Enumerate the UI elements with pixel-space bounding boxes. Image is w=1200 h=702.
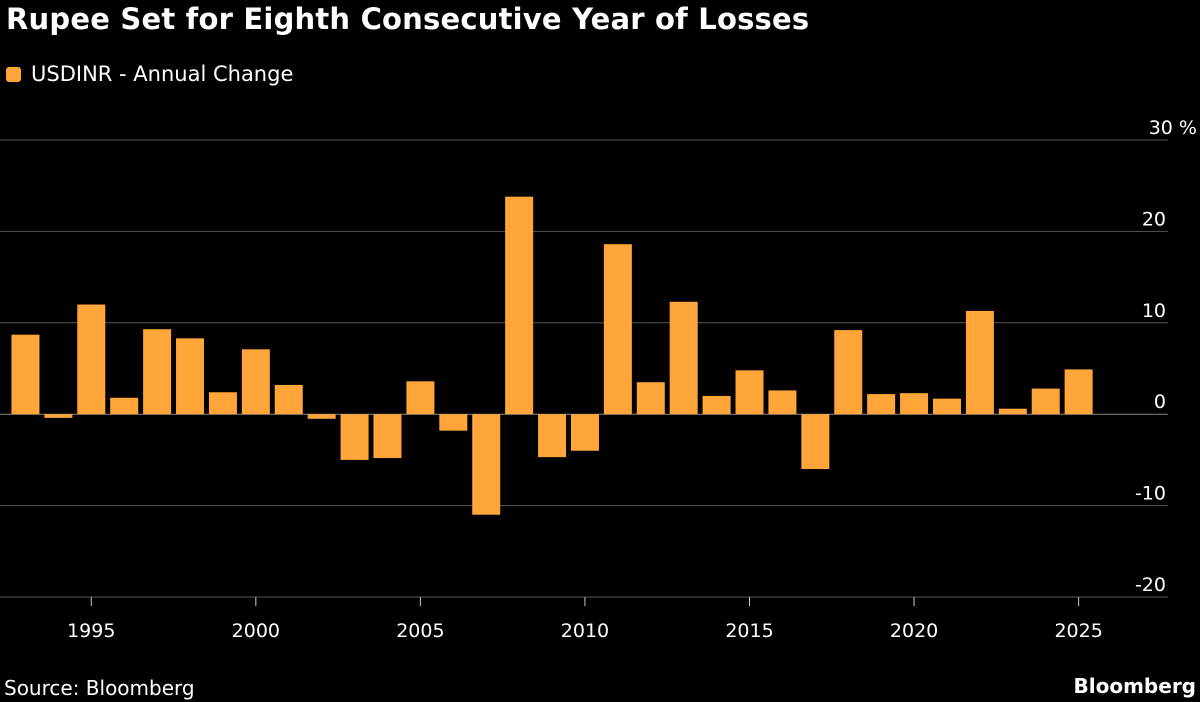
y-tick-label: 20: [1142, 208, 1166, 230]
bar-2003: [340, 414, 369, 460]
bar-2020: [900, 393, 929, 415]
bar-2017: [801, 414, 830, 470]
x-axis: 1995 2000 2005 2010 2015 2020 2025: [67, 597, 1103, 642]
bar-2004: [373, 414, 402, 459]
bar-2000: [241, 349, 270, 415]
bloomberg-logo: Bloomberg: [1073, 674, 1196, 698]
bar-1999: [208, 392, 237, 415]
bar-2025: [1064, 369, 1093, 415]
chart-title: Rupee Set for Eighth Consecutive Year of…: [6, 2, 810, 36]
bar-2009: [538, 414, 567, 458]
bar-2001: [274, 384, 303, 415]
bar-1994: [44, 414, 73, 418]
bar-2010: [570, 414, 599, 451]
bar-2023: [998, 408, 1027, 415]
bar-2014: [702, 395, 731, 415]
y-tick-label: 30 %: [1149, 117, 1197, 139]
bar-1995: [77, 304, 106, 415]
x-tick-label: 2010: [561, 620, 609, 642]
y-tick-label: -20: [1135, 574, 1166, 596]
bar-2015: [735, 370, 764, 415]
y-axis: -20 -10 0 10 20 30 %: [1135, 117, 1197, 596]
bar-2022: [965, 310, 994, 415]
x-tick-label: 2005: [396, 620, 444, 642]
legend: USDINR - Annual Change: [6, 62, 293, 86]
bar-2005: [406, 381, 435, 415]
legend-label: USDINR - Annual Change: [31, 62, 294, 86]
bar-1993: [11, 334, 40, 415]
x-tick-label: 2015: [725, 620, 773, 642]
bar-2007: [472, 414, 501, 515]
bar-2021: [932, 398, 961, 415]
x-tick-label: 2000: [232, 620, 280, 642]
y-tick-label: -10: [1135, 483, 1166, 505]
bar-2011: [603, 244, 632, 415]
x-tick-label: 2020: [890, 620, 938, 642]
source-note: Source: Bloomberg: [4, 676, 195, 700]
bar-1997: [143, 329, 172, 415]
bar-2024: [1031, 388, 1060, 415]
bar-2019: [867, 394, 896, 415]
bar-2008: [505, 196, 534, 415]
bar-2018: [834, 330, 863, 415]
bar-2016: [768, 390, 797, 415]
bar-2012: [636, 382, 665, 415]
y-tick-label: 10: [1142, 300, 1166, 322]
bar-2013: [669, 301, 698, 415]
bar-1996: [110, 397, 139, 415]
y-tick-label: 0: [1154, 391, 1166, 413]
bar-2002: [307, 414, 336, 419]
bar-1998: [176, 338, 205, 415]
bar-2006: [439, 414, 468, 431]
x-tick-label: 2025: [1054, 620, 1102, 642]
bars-layer: [11, 196, 1093, 515]
x-tick-label: 1995: [67, 620, 115, 642]
legend-swatch: [6, 66, 21, 82]
